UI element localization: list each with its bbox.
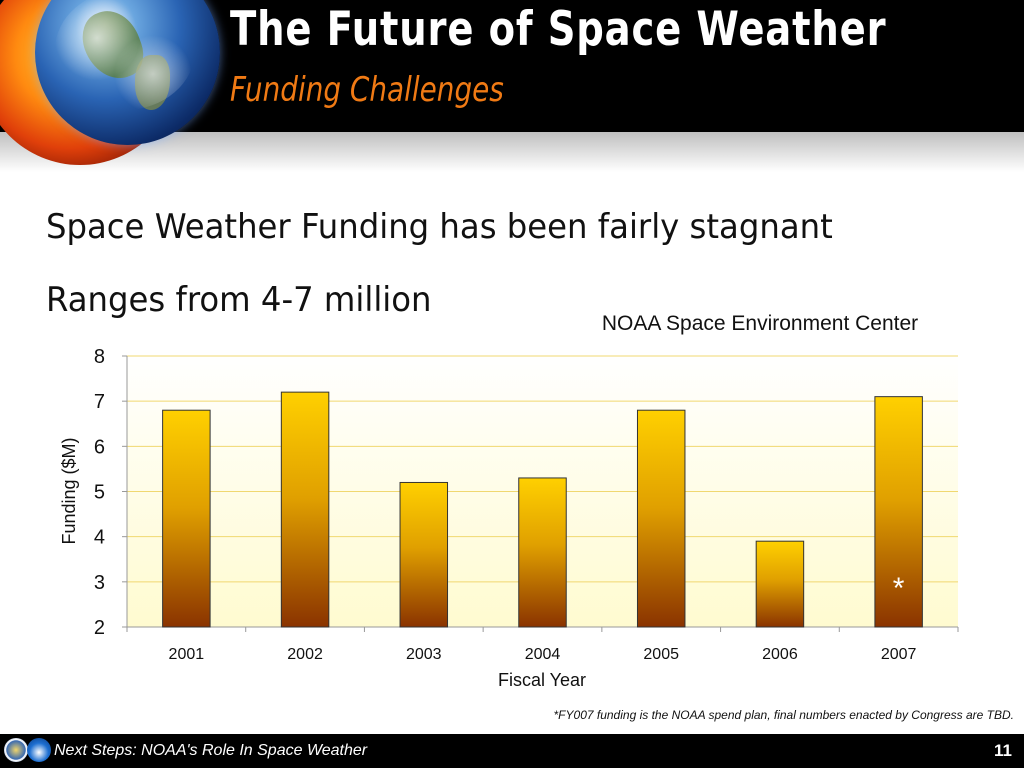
x-tick-label: 2003 <box>406 646 442 663</box>
y-tick-label: 4 <box>94 527 105 549</box>
doc-seal-icon <box>4 738 28 762</box>
slide-title: The Future of Space Weather <box>230 2 887 57</box>
chart-title: NOAA Space Environment Center <box>602 312 918 335</box>
x-tick-label: 2001 <box>169 646 205 663</box>
bar-2004 <box>518 477 567 628</box>
footnote: *FY007 funding is the NOAA spend plan, f… <box>553 708 1014 722</box>
footer-text: Next Steps: NOAA's Role In Space Weather <box>54 742 368 759</box>
bar-2003 <box>399 481 449 628</box>
x-tick-label: 2005 <box>643 646 679 663</box>
funding-bar-chart: NOAA Space Environment Center 2 3 4 5 6 7 8 200… <box>59 312 959 690</box>
bar-2006 <box>755 540 805 628</box>
bar-2007 <box>874 396 923 628</box>
x-axis-label: Fiscal Year <box>498 670 586 690</box>
footer-bar <box>0 734 1024 768</box>
y-tick-label: 5 <box>94 482 105 504</box>
header-shadow <box>0 132 1024 172</box>
slide-subtitle: Funding Challenges <box>230 70 504 110</box>
bullet-text-1: Space Weather Funding has been fairly st… <box>46 207 833 247</box>
y-tick-label: 6 <box>94 436 105 458</box>
page-number: 11 <box>994 741 1012 760</box>
x-tick-label: 2006 <box>762 646 798 663</box>
bar-annotation: * <box>893 572 905 605</box>
bar-2002 <box>280 391 330 628</box>
bar-2001 <box>162 409 211 628</box>
x-tick-label: 2007 <box>881 646 917 663</box>
y-axis-label: Funding ($M) <box>59 437 79 544</box>
y-tick-label: 3 <box>94 572 105 594</box>
x-tick-label: 2002 <box>287 646 323 663</box>
y-tick-label: 8 <box>94 346 105 368</box>
y-tick-label: 7 <box>94 391 105 413</box>
earth-image <box>35 0 220 145</box>
y-tick-label: 2 <box>94 617 105 639</box>
bar-2005 <box>636 409 686 628</box>
noaa-logo-icon <box>27 738 51 762</box>
x-tick-label: 2004 <box>525 646 561 663</box>
bullet-text-2: Ranges from 4-7 million <box>46 280 432 320</box>
